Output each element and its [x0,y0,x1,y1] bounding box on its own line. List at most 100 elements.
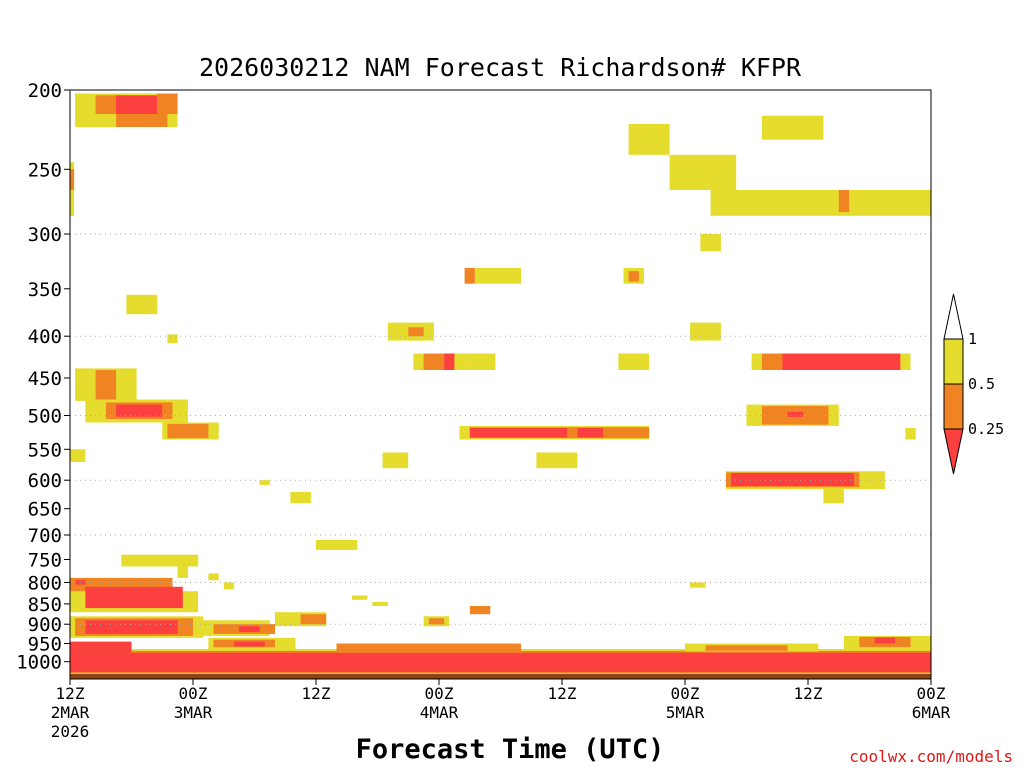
x-tick-label: 5MAR [666,703,705,722]
cell-low [116,95,158,114]
y-tick-label: 700 [28,525,62,547]
cell-low [239,626,260,632]
cell-low [85,586,183,609]
credit-text: coolwx.com/models [849,747,1013,766]
cell-low [234,641,265,647]
x-tick-label: 00Z [425,684,454,703]
cell-high [905,428,916,440]
cell-high [618,353,650,370]
x-tick-label: 12Z [794,684,823,703]
cell-high [223,582,235,589]
x-tick-label: 12Z [548,684,577,703]
cell-high [700,234,721,252]
y-tick-label: 900 [28,614,62,636]
cell-mid [116,114,168,127]
cell-low [70,641,132,653]
cell-high [126,294,158,315]
y-tick-label: 800 [28,572,62,594]
y-tick-label: 600 [28,470,62,492]
cell-mid [567,428,583,438]
cell-high [690,322,721,341]
y-tick-label: 400 [28,326,62,348]
y-tick-label: 450 [28,368,62,390]
cell-high [628,123,670,155]
x-tick-label: 6MAR [912,703,951,722]
y-tick-label: 350 [28,279,62,301]
legend-label: 1 [968,330,977,348]
cell-high [316,540,357,550]
y-axis: 200 250 300 350 400 450 500 550 600 650 700 7508008… [16,80,70,674]
cell-high [351,595,368,600]
cell-low [70,652,931,673]
cell-high [536,452,578,469]
cell-high [761,115,824,140]
cells-layer [70,93,931,674]
cell-mid [705,645,788,651]
y-tick-label: 500 [28,406,62,428]
x-tick-label: 00Z [671,684,700,703]
grid-layer [70,233,931,625]
legend-label: 0.5 [968,375,995,393]
cell-low [469,428,604,438]
legend-swatch-bottom [943,428,964,475]
legend: 1 0.5 0.25 [943,293,1004,475]
x-axis-label: Forecast Time (UTC) [356,734,665,765]
y-tick-label: 300 [28,224,62,246]
x-tick-label: 3MAR [174,703,213,722]
plot-frame [69,89,932,680]
cell-mid [167,423,209,439]
cell-low [782,353,901,370]
cell-mid [336,643,521,653]
chart-title: 2026030212 NAM Forecast Richardson# KFPR [199,53,802,82]
legend-swatch [943,338,964,385]
cell-mid [469,606,491,615]
y-tick-label: 1000 [16,652,62,674]
cell-mid [428,618,445,625]
cell-high [382,452,409,469]
cell-low [731,473,855,486]
cell-high [372,601,388,606]
cell-mid [838,190,850,213]
x-tick-label: 2026 [51,722,90,741]
cell-high [259,480,270,485]
y-tick-label: 200 [28,80,62,102]
cell-high [690,582,706,588]
cell-low [116,404,163,417]
x-tick-label: 2MAR [51,703,90,722]
cell-high [208,573,219,581]
cell-low [85,620,178,634]
cell-mid [408,327,424,337]
cell-high [177,566,188,578]
x-tick-label: 12Z [56,684,85,703]
legend-label: 0.25 [968,420,1004,438]
cell-low [787,411,803,417]
cell-mid [95,95,122,114]
cell-high [474,267,521,284]
cell-mid [70,169,75,190]
x-tick-label: 00Z [179,684,208,703]
cell-mid [464,267,475,284]
ground-layer [70,673,931,679]
cell-mid [628,271,639,282]
cell-high [70,449,86,462]
cell-mid [423,353,445,370]
cell-high [669,154,737,190]
y-tick-label: 950 [28,634,62,656]
x-tick-label: 00Z [917,684,946,703]
cell-high [464,353,496,370]
cell-high [710,190,931,216]
ground-strip [70,673,931,679]
y-tick-label: 850 [28,594,62,616]
cell-mid [95,370,117,400]
cell-low [874,637,896,644]
cell-mid [157,93,178,114]
cell-low [577,428,593,438]
cell-mid [300,614,327,625]
cell-high [167,334,178,344]
x-tick-label: 4MAR [420,703,459,722]
cell-high [121,554,199,567]
y-tick-label: 250 [28,159,62,181]
cell-high [823,489,844,504]
